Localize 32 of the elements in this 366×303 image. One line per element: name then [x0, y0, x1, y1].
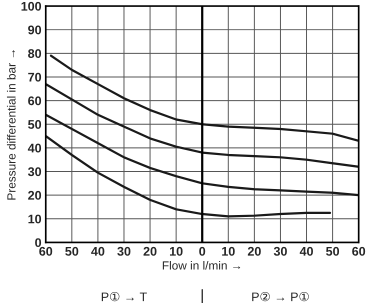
x-tick-label: 50 — [326, 246, 340, 256]
y-axis-title: Pressure differential in bar → — [6, 50, 16, 200]
line-series — [50, 54, 359, 142]
y-tick-label: 100 — [22, 2, 42, 11]
x-tick-label: 30 — [274, 246, 287, 256]
x-tick-label: 20 — [248, 246, 261, 256]
y-tick-label: 10 — [28, 214, 42, 224]
text: P② → P① — [252, 292, 309, 302]
y-tick-label: 20 — [28, 190, 42, 200]
line-series — [46, 114, 359, 196]
y-tick-label: 30 — [28, 167, 42, 176]
x-tick-label: 10 — [170, 246, 183, 256]
y-tick-label: 0 — [35, 238, 42, 248]
x-tick-label: 30 — [117, 246, 130, 256]
line-series — [46, 82, 359, 168]
x-tick-label: 50 — [65, 246, 78, 256]
y-tick-label: 50 — [28, 120, 42, 129]
x-tick-label: 0 — [199, 246, 206, 256]
line-series — [46, 134, 332, 218]
x-tick-label: 40 — [300, 246, 313, 256]
y-tick-label: 70 — [28, 72, 42, 82]
x-tick-label: 20 — [144, 246, 156, 256]
y-tick-label: 40 — [28, 144, 42, 153]
x-tick-label: 60 — [352, 246, 366, 256]
x-tick-label: 40 — [91, 246, 104, 256]
y-tick-label: 80 — [28, 49, 42, 58]
x-tick-label: 60 — [39, 246, 52, 256]
x-axis-title: Flow in l/min → — [162, 260, 240, 270]
x-tick-label: 10 — [222, 246, 235, 256]
y-tick-label: 90 — [28, 25, 42, 34]
y-tick-label: 60 — [28, 96, 42, 106]
text: P① → T — [102, 292, 147, 302]
